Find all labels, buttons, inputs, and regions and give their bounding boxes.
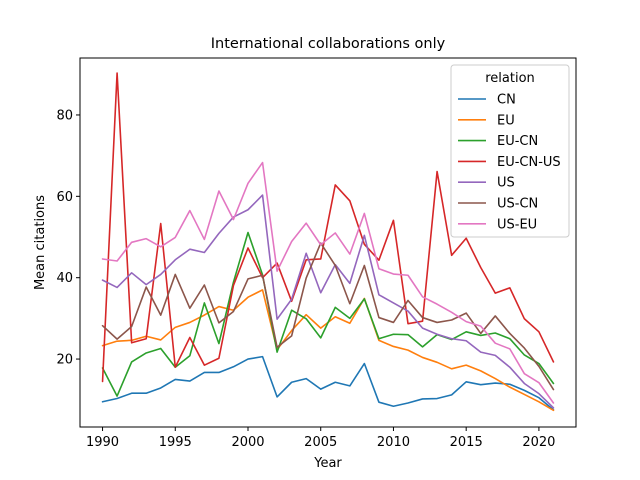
y-tick-label-40: 40 [56, 271, 73, 286]
legend-label-eu-cn-us: EU-CN-US [497, 155, 561, 170]
chart-title: International collaborations only [211, 36, 446, 52]
series-line-eu-cn-us [101, 72, 555, 383]
x-tick-label-2015: 2015 [450, 435, 483, 450]
series-line-us [101, 194, 555, 409]
x-tick-label-1990: 1990 [86, 435, 119, 450]
series-line-us-cn [101, 242, 555, 391]
x-tick-label-2010: 2010 [377, 435, 410, 450]
legend-label-eu: EU [497, 113, 515, 128]
legend-label-us-eu: US-EU [497, 217, 537, 232]
y-tick-label-80: 80 [56, 108, 73, 123]
legend: relation CN EU EU-CN EU-CN-US US US-CN US-EU [450, 64, 570, 238]
y-tick-label-20: 20 [56, 353, 73, 368]
y-tick-label-60: 60 [56, 190, 73, 205]
series-line-eu-cn [101, 231, 555, 397]
legend-label-cn: CN [497, 93, 516, 108]
series-line-cn [101, 355, 555, 411]
legend-title: relation [485, 71, 535, 86]
x-tick-label-2020: 2020 [522, 435, 555, 450]
plot-frame [79, 57, 577, 428]
y-axis-label: Mean citations [33, 195, 48, 290]
series-line-us-eu [101, 161, 555, 404]
legend-label-us: US [497, 176, 515, 191]
x-tick-label-1995: 1995 [159, 435, 192, 450]
x-tick-label-2005: 2005 [304, 435, 337, 450]
series-layer [101, 72, 555, 412]
legend-box [450, 64, 570, 238]
legend-label-us-cn: US-CN [497, 197, 538, 212]
legend-entries: CN EU EU-CN EU-CN-US US US-CN US-EU [458, 93, 561, 232]
legend-label-eu-cn: EU-CN [497, 134, 538, 149]
x-axis-label: Year [313, 456, 342, 471]
x-tick-label-2000: 2000 [231, 435, 264, 450]
